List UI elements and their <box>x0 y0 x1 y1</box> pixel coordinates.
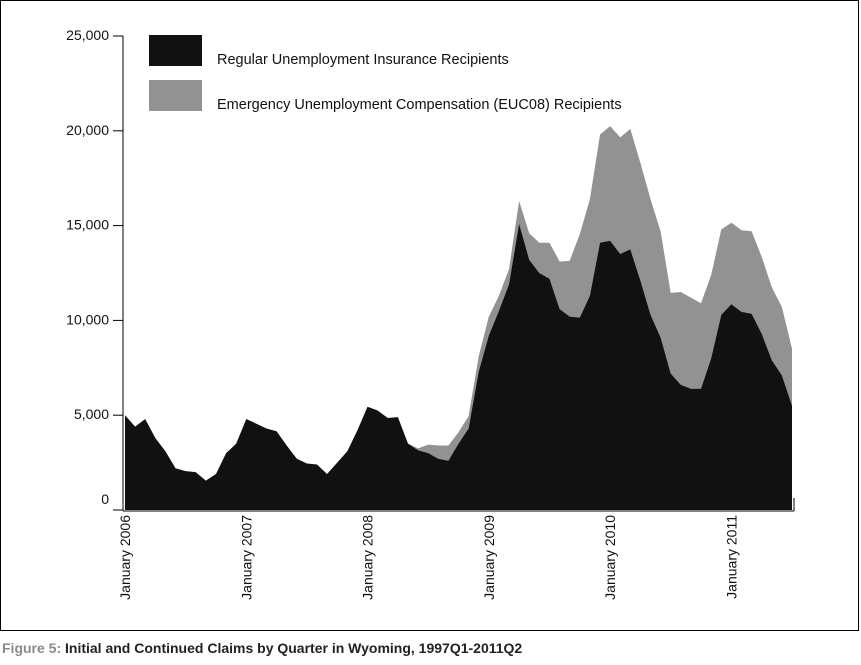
y-tick-label: 20,000 <box>66 122 109 138</box>
x-tick-label: January 2007 <box>238 515 254 600</box>
y-tick-label: 0 <box>101 491 109 507</box>
legend-swatch-regular <box>149 35 202 66</box>
x-axis-ticks: January 2006 January 2007 January 2008 Janu… <box>117 515 739 600</box>
legend-swatch-euc08 <box>149 80 202 111</box>
chart-areas <box>125 126 792 510</box>
area-regular-ui-recipients <box>125 223 792 510</box>
caption-title: Initial and Continued Claims by Quarter … <box>65 640 523 656</box>
legend: Regular Unemployment Insurance Recipient… <box>149 35 622 113</box>
caption-prefix: Figure 5: <box>2 640 62 656</box>
chart-frame: 0 5,000 10,000 15,000 20,000 25,000 January 2… <box>0 0 859 631</box>
x-tick-label: January 2008 <box>360 515 376 600</box>
x-tick-label: January 2009 <box>481 515 497 600</box>
y-axis-ticks: 0 5,000 10,000 15,000 20,000 25,000 <box>66 27 123 511</box>
chart: 0 5,000 10,000 15,000 20,000 25,000 January 2… <box>66 27 795 600</box>
y-tick-label: 25,000 <box>66 27 109 43</box>
x-tick-label: January 2006 <box>117 515 133 600</box>
x-tick-label: January 2010 <box>602 515 618 600</box>
y-tick-label: 5,000 <box>74 406 109 422</box>
figure-caption: Figure 5: Initial and Continued Claims b… <box>2 640 522 656</box>
y-tick-label: 10,000 <box>66 311 109 327</box>
legend-label-euc08: Emergency Unemployment Compensation (EUC… <box>217 97 622 113</box>
y-tick-label: 15,000 <box>66 217 109 233</box>
x-tick-label: January 2011 <box>723 515 739 599</box>
legend-label-regular: Regular Unemployment Insurance Recipient… <box>217 52 509 68</box>
area-euc08-recipients <box>125 126 792 481</box>
